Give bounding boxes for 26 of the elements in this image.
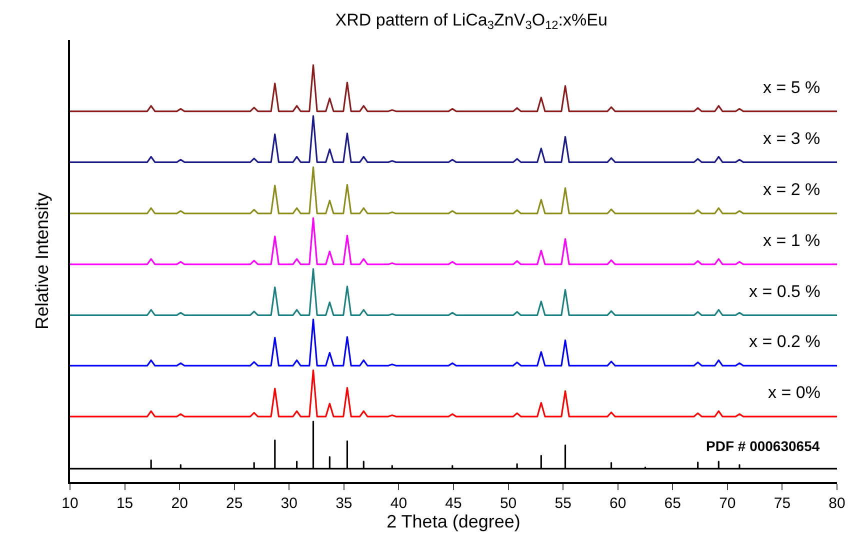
chart-title: XRD pattern of LiCa$_{3}$ZnV$_{3}$O$_{12}$:x%Eu [335, 10, 608, 32]
x-axis-title: 2 Theta (degree) [386, 512, 520, 532]
series-label: x = 5 % [763, 78, 820, 97]
x-tick-label: 25 [226, 494, 243, 512]
series-label: x = 0% [768, 383, 820, 402]
series-label: x = 0.2 % [749, 332, 820, 351]
x-tick-label: 35 [336, 494, 352, 512]
series-label: PDF # 000630654 [706, 438, 820, 454]
x-tick-label: 30 [280, 494, 298, 512]
y-axis-title: Relative Intensity [32, 192, 52, 330]
x-tick-label: 65 [664, 494, 681, 512]
series-label: x = 3 % [763, 129, 820, 148]
x-tick-label: 75 [774, 494, 791, 512]
x-tick-label: 20 [171, 494, 188, 512]
series-label: x = 0.5 % [749, 282, 820, 301]
x-tick-label: 45 [445, 494, 462, 512]
x-tick-label: 80 [828, 494, 846, 512]
x-tick-label: 50 [500, 494, 517, 512]
series-label: x = 2 % [763, 180, 820, 199]
x-tick-label: 60 [610, 494, 626, 512]
x-tick-label: 40 [390, 494, 408, 512]
x-tick-label: 55 [554, 494, 572, 512]
x-tick-label: 15 [116, 494, 134, 512]
x-tick-label: 70 [719, 494, 736, 512]
series-label: x = 1 % [763, 231, 820, 250]
x-tick-label: 10 [62, 494, 78, 512]
